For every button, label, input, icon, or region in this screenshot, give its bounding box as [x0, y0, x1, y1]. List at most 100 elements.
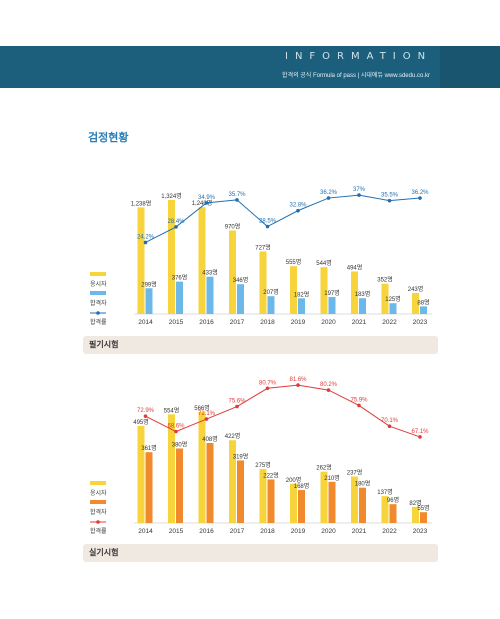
- practical-rate-label: 72.1%: [198, 411, 216, 417]
- practical-rate-label: 70.1%: [381, 418, 399, 424]
- practical-passer-bar: [237, 460, 244, 523]
- header-subtitle: 합격의 공식 Formula of pass | 시대에듀 www.sdedu.…: [282, 73, 430, 79]
- section-label-written: 필기시험: [89, 340, 119, 349]
- practical-rate-label: 75.9%: [350, 397, 368, 403]
- practical-rate-label: 75.6%: [228, 399, 246, 405]
- practical-passer-bar: [420, 512, 427, 523]
- written-rate-point: [204, 201, 209, 205]
- written-applicant-bar: [259, 251, 267, 314]
- written-passer-label: 197명: [324, 289, 340, 297]
- written-applicant-label: 1,324명: [161, 192, 182, 200]
- practical-applicant-label: 554명: [164, 406, 180, 414]
- written-passer-label: 182명: [294, 290, 310, 298]
- practical-rate-label: 68.6%: [167, 424, 185, 430]
- practical-passer-label: 380명: [172, 440, 188, 448]
- written-year-tick: 2015: [169, 319, 184, 326]
- written-applicant-bar: [320, 267, 328, 314]
- written-rate-point: [387, 198, 392, 203]
- practical-applicant-label: 422명: [225, 432, 241, 440]
- practical-passer-bar: [176, 448, 183, 523]
- written-rate-point: [418, 196, 422, 200]
- written-passer-label: 125명: [385, 295, 401, 303]
- written-applicant-bar: [351, 271, 358, 314]
- written-rate-label: 37%: [353, 187, 366, 193]
- practical-rate-point: [357, 403, 361, 408]
- written-applicant-label: 1,240명: [192, 199, 213, 207]
- written-passer-label: 346명: [233, 276, 249, 284]
- written-passer-label: 433명: [202, 269, 218, 277]
- practical-passer-label: 361명: [141, 444, 157, 452]
- written-rate-label: 36.2%: [411, 190, 429, 196]
- practical-passer-label: 168명: [294, 482, 310, 490]
- practical-year-tick: 2022: [382, 528, 397, 535]
- written-year-tick: 2023: [413, 319, 428, 326]
- practical-passer-bar: [267, 479, 275, 523]
- written-rate-point: [143, 240, 148, 245]
- written-applicant-bar: [381, 283, 389, 314]
- written-passer-bar: [420, 306, 427, 314]
- practical-passer-label: 319명: [233, 452, 249, 460]
- practical-legend-rate-label: 합격률: [90, 527, 107, 535]
- practical-applicant-bar: [290, 483, 297, 523]
- written-year-tick: 2021: [352, 319, 367, 326]
- practical-passer-label: 222명: [263, 471, 279, 479]
- practical-applicant-bar: [198, 412, 206, 523]
- practical-year-tick: 2016: [199, 528, 214, 535]
- practical-legend-applicant-swatch: [90, 481, 106, 485]
- written-rate-point: [357, 193, 361, 197]
- section-bar-practical: 실기시험: [83, 544, 438, 562]
- written-passer-bar: [389, 303, 397, 314]
- practical-applicant-label: 137명: [377, 488, 393, 496]
- practical-applicant-bar: [137, 425, 145, 523]
- written-year-tick: 2019: [291, 319, 306, 326]
- practical-applicant-bar: [259, 469, 267, 523]
- practical-applicant-bar: [229, 440, 236, 523]
- section-bar-written: 필기시험: [83, 336, 438, 354]
- practical-year-tick: 2019: [291, 528, 306, 535]
- written-legend-applicant-label: 응시자: [90, 280, 107, 288]
- practical-applicant-label: 262명: [316, 464, 332, 472]
- practical-passer-bar: [328, 481, 336, 523]
- practical-rate-point: [265, 386, 270, 391]
- practical-year-tick: 2018: [260, 528, 275, 535]
- written-passer-bar: [267, 296, 275, 314]
- practical-year-tick: 2021: [352, 528, 367, 535]
- written-applicant-bar: [168, 200, 175, 314]
- written-year-tick: 2014: [138, 319, 153, 326]
- written-passer-label: 376명: [172, 274, 188, 282]
- practical-year-tick: 2020: [321, 528, 336, 535]
- practical-applicant-label: 200명: [286, 476, 302, 484]
- written-year-tick: 2018: [260, 319, 275, 326]
- written-rate-point: [296, 208, 300, 213]
- practical-passer-bar: [359, 487, 366, 523]
- practical-applicant-label: 275명: [255, 461, 271, 469]
- written-applicant-bar: [290, 266, 297, 314]
- practical-applicant-bar: [320, 471, 328, 523]
- written-applicant-label: 970명: [225, 222, 241, 230]
- written-applicant-label: 555명: [286, 258, 302, 266]
- written-applicant-label: 352명: [377, 276, 393, 284]
- practical-rate-line: [145, 384, 421, 438]
- written-passer-bar: [176, 281, 183, 314]
- practical-rate-point: [296, 383, 300, 387]
- practical-legend-rate-dot: [96, 520, 100, 524]
- practical-rate-point: [204, 417, 209, 421]
- written-passer-bar: [237, 284, 244, 314]
- practical-applicant-label: 82명: [409, 499, 421, 507]
- written-rate-label: 24.2%: [137, 234, 155, 240]
- written-passer-bar: [206, 276, 214, 314]
- practical-applicant-bar: [351, 476, 358, 523]
- practical-applicant-label: 566명: [194, 404, 210, 412]
- practical-rate-point: [387, 424, 392, 428]
- written-rate-label: 36.2%: [320, 190, 338, 196]
- written-legend-rate-dot: [96, 311, 100, 315]
- practical-legend-applicant-label: 응시자: [90, 489, 107, 497]
- section-label-practical: 실기시험: [89, 548, 119, 557]
- written-rate-point: [174, 225, 178, 229]
- written-passer-bar: [328, 297, 336, 314]
- practical-passer-label: 55명: [417, 504, 429, 512]
- practical-passer-bar: [206, 442, 214, 523]
- written-passer-bar: [359, 298, 366, 314]
- practical-passer-bar: [389, 504, 397, 523]
- written-passer-label: 183명: [355, 290, 371, 298]
